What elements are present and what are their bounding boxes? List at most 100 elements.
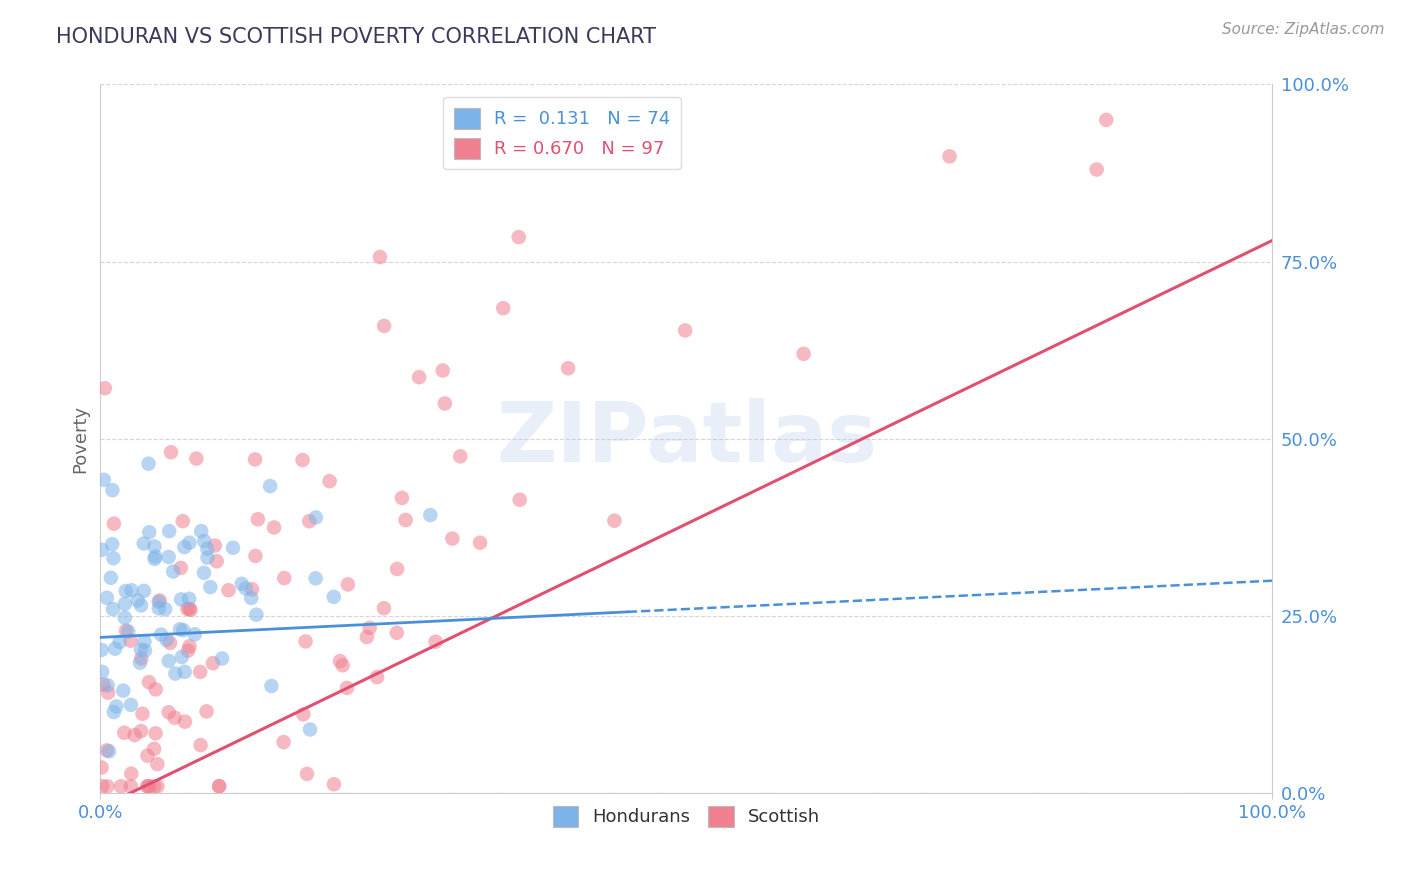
Point — [172, 623, 194, 637]
Point — [149, 627, 172, 641]
Point — [366, 670, 388, 684]
Point — [273, 571, 295, 585]
Point — [143, 549, 166, 564]
Point — [408, 370, 430, 384]
Point — [322, 777, 344, 791]
Point — [188, 665, 211, 679]
Point — [117, 624, 139, 639]
Point — [115, 624, 138, 638]
Text: ZIPatlas: ZIPatlas — [496, 399, 877, 479]
Point — [96, 591, 118, 605]
Point — [373, 601, 395, 615]
Point — [509, 492, 531, 507]
Point — [132, 583, 155, 598]
Point — [145, 726, 167, 740]
Point — [136, 748, 159, 763]
Point — [174, 714, 197, 729]
Point — [131, 706, 153, 721]
Point — [211, 651, 233, 665]
Point — [468, 535, 491, 549]
Point — [208, 779, 231, 793]
Point — [176, 601, 198, 615]
Point — [179, 535, 201, 549]
Point — [260, 679, 283, 693]
Point — [200, 580, 222, 594]
Point — [204, 539, 226, 553]
Point — [148, 595, 170, 609]
Point — [143, 540, 166, 554]
Point — [291, 453, 314, 467]
Point — [157, 524, 180, 538]
Point — [100, 571, 122, 585]
Point — [129, 724, 152, 739]
Point — [246, 512, 269, 526]
Point — [208, 779, 231, 793]
Point — [201, 657, 224, 671]
Point — [170, 592, 193, 607]
Point — [292, 707, 315, 722]
Point — [132, 536, 155, 550]
Point — [419, 508, 441, 522]
Point — [294, 634, 316, 648]
Text: Source: ZipAtlas.com: Source: ZipAtlas.com — [1222, 22, 1385, 37]
Point — [114, 583, 136, 598]
Point — [385, 625, 408, 640]
Point — [143, 779, 166, 793]
Point — [153, 602, 176, 616]
Point — [441, 532, 464, 546]
Point — [143, 551, 166, 566]
Point — [373, 318, 395, 333]
Point — [793, 347, 815, 361]
Point — [90, 760, 112, 774]
Point — [157, 705, 180, 719]
Point — [449, 450, 471, 464]
Point — [305, 510, 328, 524]
Point — [124, 728, 146, 742]
Point — [91, 542, 114, 557]
Point — [298, 514, 321, 528]
Point — [304, 571, 326, 585]
Point — [603, 514, 626, 528]
Point — [263, 520, 285, 534]
Point — [179, 603, 201, 617]
Point — [103, 516, 125, 531]
Point — [91, 665, 114, 679]
Point — [114, 597, 136, 611]
Point — [273, 735, 295, 749]
Point — [101, 483, 124, 498]
Point — [394, 513, 416, 527]
Point — [218, 583, 240, 598]
Point — [162, 565, 184, 579]
Point — [169, 622, 191, 636]
Point — [146, 757, 169, 772]
Point — [114, 610, 136, 624]
Point — [105, 699, 128, 714]
Point — [134, 634, 156, 648]
Point — [120, 779, 142, 793]
Point — [170, 561, 193, 575]
Point — [165, 666, 187, 681]
Point — [121, 583, 143, 598]
Point — [134, 643, 156, 657]
Point — [231, 577, 253, 591]
Point — [205, 554, 228, 568]
Point — [197, 550, 219, 565]
Point — [129, 599, 152, 613]
Point — [1085, 162, 1108, 177]
Point — [97, 686, 120, 700]
Point — [195, 705, 218, 719]
Point — [184, 627, 207, 641]
Point — [120, 766, 142, 780]
Point — [170, 650, 193, 665]
Point — [235, 582, 257, 596]
Point — [163, 711, 186, 725]
Point — [101, 537, 124, 551]
Point — [240, 591, 263, 605]
Point — [103, 551, 125, 566]
Text: HONDURAN VS SCOTTISH POVERTY CORRELATION CHART: HONDURAN VS SCOTTISH POVERTY CORRELATION… — [56, 27, 657, 46]
Point — [127, 593, 149, 607]
Point — [138, 457, 160, 471]
Point — [336, 577, 359, 591]
Point — [391, 491, 413, 505]
Point — [179, 591, 201, 606]
